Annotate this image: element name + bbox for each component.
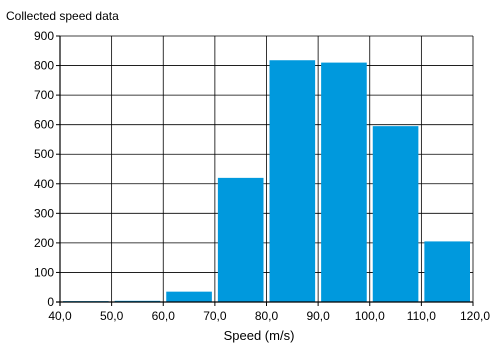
x-tick-label: 70,0 [203,309,227,323]
y-tick-label: 600 [34,118,54,132]
bar [166,291,212,302]
y-tick-label: 200 [34,236,54,250]
x-tick-label: 110,0 [407,309,436,323]
x-tick-label: 50,0 [100,309,124,323]
y-tick-label: 300 [34,206,54,220]
x-tick-label: 90,0 [306,309,330,323]
x-tick-label: 80,0 [255,309,279,323]
bar [269,60,316,303]
x-axis-title: Speed (m/s) [224,328,295,343]
bar [217,177,264,302]
y-tick-label: 500 [34,147,54,161]
bar [424,241,470,302]
x-tick-label: 120,0 [460,309,490,323]
bars-group [63,60,470,303]
bar [321,62,367,302]
x-tick-labels: 40,0 50,0 60,0 70,0 80,0 90,0 100,0 110,0 120,0 [48,309,490,323]
y-tick-label: 800 [34,59,54,73]
x-tick-label: 40,0 [48,309,72,323]
chart-title: Collected speed data [6,9,119,23]
bar [372,126,419,303]
x-tick-label: 100,0 [355,309,385,323]
y-tick-label: 100 [34,265,54,279]
y-tick-label: 700 [34,88,54,102]
axes [56,35,474,306]
x-tick-label: 60,0 [152,309,176,323]
y-tick-label: 900 [34,29,54,43]
y-tick-label: 400 [34,177,54,191]
y-tick-label: 0 [47,295,54,309]
y-tick-labels: 0 100 200 300 400 500 600 700 800 900 [34,29,54,309]
